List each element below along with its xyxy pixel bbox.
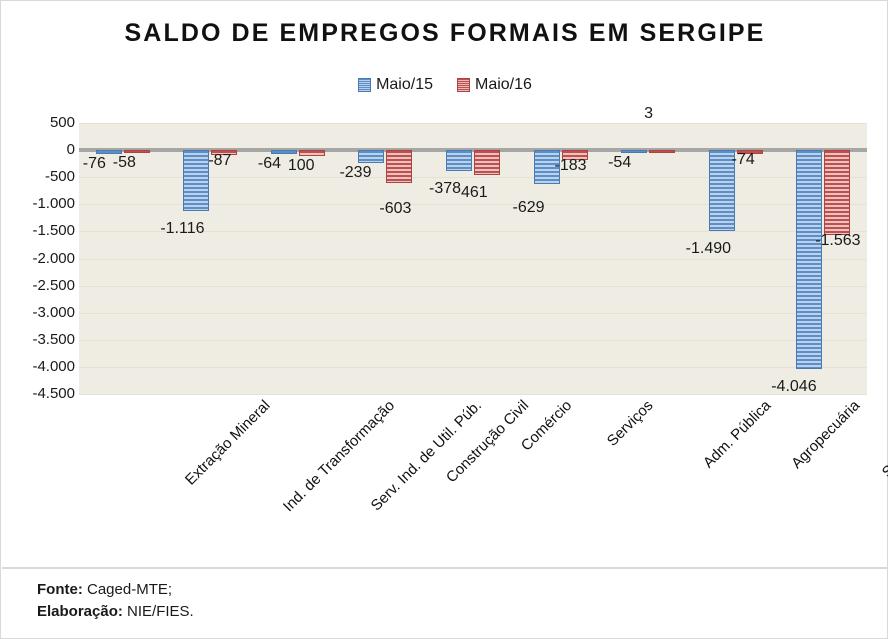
x-axis-tick-label: SALDO TOTAL: [879, 397, 888, 481]
bar-value-label: 100: [287, 156, 315, 174]
x-axis-tick-label: Extração Mineral: [181, 397, 274, 489]
bar-maio16[interactable]: [298, 150, 325, 156]
bar-value-label: -629: [512, 199, 545, 217]
gridline: [79, 177, 867, 179]
footer-divider: [2, 567, 888, 569]
bar-maio16[interactable]: [561, 150, 588, 160]
chart-legend: Maio/15 Maio/16: [1, 76, 888, 94]
bar-group: -76 -58: [79, 123, 167, 394]
bar-group: -64 100: [254, 123, 342, 394]
bar-value-label: 3: [644, 104, 653, 122]
legend-item-maio16: Maio/16: [457, 76, 532, 94]
bar-maio15[interactable]: [708, 150, 735, 231]
gridline: [79, 394, 867, 395]
footer-elaboration-value: NIE/FIES.: [127, 602, 194, 620]
gridline: [79, 123, 867, 124]
bar-group: -4.046 -1.563: [771, 123, 867, 395]
bar-value-label: 461: [460, 184, 488, 202]
gridline: [79, 339, 867, 341]
page-title: SALDO DE EMPREGOS FORMAIS EM SERGIPE: [124, 19, 766, 47]
x-axis-tick-label: Serviços: [603, 397, 657, 450]
footer-note: Fonte: Caged-MTE; Elaboração: NIE/FIES.: [37, 579, 194, 623]
bar-value-label: -76: [82, 155, 106, 173]
bar-group: -1.116 -87: [160, 123, 255, 394]
y-axis-tick-label: -1.500: [32, 222, 75, 240]
bar-maio16[interactable]: [736, 150, 763, 155]
bar-maio16[interactable]: [473, 150, 500, 176]
gridline: [79, 312, 867, 314]
y-axis-tick-label: -3.000: [32, 303, 75, 321]
bar-value-label: -87: [208, 151, 232, 169]
bar-maio15[interactable]: [183, 150, 210, 211]
y-axis-tick-label: 500: [49, 114, 75, 131]
bar-group: -54 3: [604, 105, 692, 394]
footer-source-label: Fonte:: [37, 581, 83, 598]
bar-maio15[interactable]: [533, 150, 560, 185]
bar-value-label: -54: [608, 154, 632, 172]
footer-elaboration-line: Elaboração: NIE/FIES.: [37, 601, 194, 623]
y-axis-tick-label: -500: [44, 168, 75, 186]
y-axis-tick-label: -3.500: [32, 330, 75, 348]
bar-maio16[interactable]: [123, 150, 150, 154]
x-axis-tick-label: Adm. Pública: [699, 397, 775, 472]
bar-value-label: -239: [339, 164, 372, 182]
bar-value-label: -58: [112, 154, 136, 172]
bar-value-label: -603: [379, 199, 412, 217]
bar-value-label: -74: [731, 151, 755, 169]
bar-maio16[interactable]: [386, 150, 413, 183]
bar-maio15[interactable]: [621, 150, 648, 154]
zero-axis-line: [79, 148, 867, 153]
y-axis-tick-label: -4.000: [32, 357, 75, 375]
y-axis-tick-label: -1.000: [32, 195, 75, 213]
gridline: [79, 204, 867, 206]
bar-value-label: -64: [257, 154, 281, 172]
footer-source-line: Fonte: Caged-MTE;: [37, 579, 194, 601]
legend-label-maio15: Maio/15: [376, 76, 433, 93]
y-axis-tick-label: -2.500: [32, 276, 75, 294]
legend-item-maio15: Maio/15: [358, 76, 433, 94]
y-axis: 500 0 -500 -1.000 -1.500 -2.000 -2.500 -3.000 -3…: [1, 114, 75, 402]
bar-maio15[interactable]: [796, 150, 823, 370]
legend-label-maio16: Maio/16: [475, 76, 532, 93]
legend-swatch-icon-maio15: [358, 78, 372, 92]
bar-value-label: -1.490: [685, 239, 732, 257]
y-axis-tick-label: 0: [66, 141, 75, 159]
footer-elaboration-label: Elaboração:: [37, 602, 123, 620]
x-axis-tick-label: Agropecuária: [787, 397, 863, 473]
bar-maio16[interactable]: [824, 150, 851, 235]
gridline: [79, 258, 867, 260]
x-axis: Extração Mineral Ind. de Transformação Ser…: [79, 397, 888, 547]
bar-value-label: -4.046: [771, 378, 817, 396]
bar-maio15[interactable]: [270, 150, 297, 154]
bar-group: -239 -603: [339, 123, 430, 394]
bar-maio16[interactable]: [211, 150, 238, 155]
bar-value-label: -378: [429, 179, 462, 197]
gridline: [79, 231, 867, 233]
bar-value-label: -1.563: [815, 231, 861, 249]
bar-value-label: -183: [554, 157, 587, 175]
plot-area: -76 -58 -1.116 -87 -64 100 -239 -603 -378 461 -629…: [79, 105, 867, 395]
bar-maio15[interactable]: [445, 150, 472, 171]
footer-source-value: Caged-MTE;: [87, 581, 173, 598]
gridline: [79, 285, 867, 287]
bar-value-label: -1.116: [160, 219, 205, 237]
bar-maio16[interactable]: [649, 149, 676, 153]
bar-maio15[interactable]: [358, 150, 385, 164]
y-axis-tick-label: -2.000: [32, 249, 75, 267]
bar-maio15[interactable]: [95, 150, 122, 155]
bar-group: -629 -183: [513, 123, 605, 394]
legend-swatch-icon-maio16: [457, 78, 470, 92]
bar-group: -378 461: [429, 123, 517, 394]
bar-group: -1.490 -74: [686, 123, 780, 394]
y-axis-tick-label: -4.500: [32, 385, 75, 402]
gridline: [79, 366, 867, 368]
